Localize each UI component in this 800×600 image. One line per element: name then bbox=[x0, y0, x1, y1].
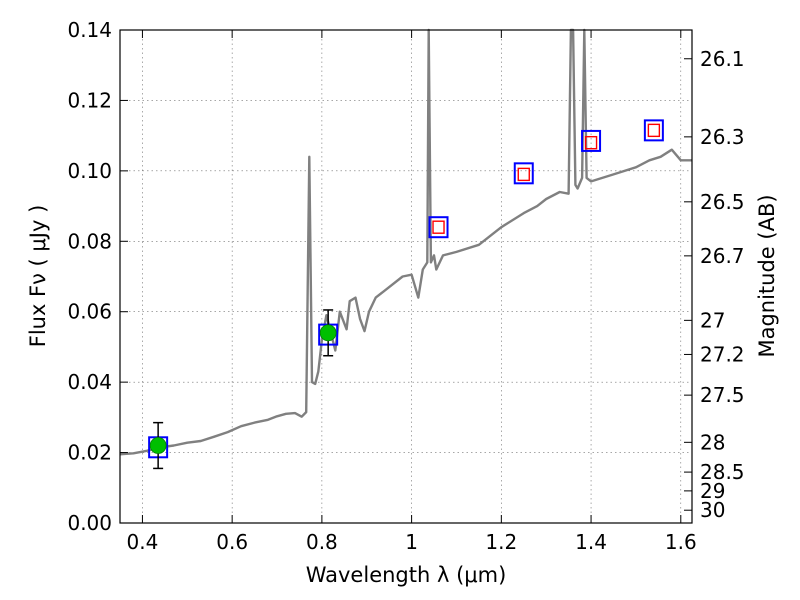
right-tick-label: 26.7 bbox=[700, 244, 745, 268]
y-tick-label: 0.04 bbox=[67, 370, 112, 394]
predicted-phot-square bbox=[647, 123, 661, 138]
right-tick-label: 26.3 bbox=[700, 125, 745, 149]
y-tick-label: 0.12 bbox=[67, 88, 112, 112]
right-tick-label: 26.5 bbox=[700, 190, 745, 214]
y-tick-label: 0.06 bbox=[67, 300, 112, 324]
right-tick-label: 29 bbox=[700, 479, 725, 503]
axis-ticks: 0.4 0.6 0.8 1 1.2 1.4 1.6 0.00 0.02 0.04 0.06 0.08 0… bbox=[67, 18, 744, 554]
spectrum-line bbox=[119, 28, 692, 456]
x-tick-label: 1.2 bbox=[485, 530, 517, 554]
y-axis-label: Flux Fν ( μJy ) bbox=[26, 205, 50, 348]
right-tick-label: 28.5 bbox=[700, 460, 745, 484]
y-axis-right-label: Magnitude (AB) bbox=[755, 194, 779, 357]
right-tick-label: 27.5 bbox=[700, 383, 745, 407]
predicted-phot-square bbox=[432, 220, 445, 234]
right-tick-label: 30 bbox=[700, 498, 725, 522]
spectrum bbox=[119, 28, 692, 456]
observed-point bbox=[319, 324, 337, 342]
x-tick-label: 1 bbox=[405, 530, 418, 554]
model-phot-square bbox=[643, 119, 664, 142]
x-tick-label: 1.6 bbox=[665, 530, 697, 554]
x-tick-label: 0.6 bbox=[216, 530, 248, 554]
predicted-phot-square bbox=[517, 167, 530, 182]
grid bbox=[120, 29, 692, 524]
x-axis-label: Wavelength λ (μm) bbox=[306, 563, 507, 587]
photometry-markers bbox=[148, 119, 664, 470]
x-tick-label: 0.8 bbox=[306, 530, 338, 554]
y-tick-label: 0.10 bbox=[67, 159, 112, 183]
predicted-phot-square bbox=[584, 135, 598, 150]
plot-frame bbox=[119, 29, 693, 524]
observed-point bbox=[149, 437, 167, 454]
y-tick-label: 0.14 bbox=[67, 18, 112, 42]
y-tick-label: 0.02 bbox=[67, 441, 112, 465]
y-tick-label: 0.08 bbox=[67, 229, 112, 253]
x-tick-label: 1.4 bbox=[575, 530, 607, 554]
right-tick-label: 27 bbox=[700, 308, 725, 332]
model-phot-square bbox=[428, 216, 449, 239]
right-tick-label: 28 bbox=[700, 430, 725, 454]
x-tick-label: 0.4 bbox=[127, 530, 159, 554]
right-tick-label: 27.2 bbox=[700, 342, 745, 366]
model-phot-square bbox=[581, 129, 602, 152]
y-tick-label: 0.00 bbox=[67, 511, 112, 535]
model-phot-square bbox=[513, 162, 534, 185]
right-tick-label: 26.1 bbox=[700, 47, 745, 71]
